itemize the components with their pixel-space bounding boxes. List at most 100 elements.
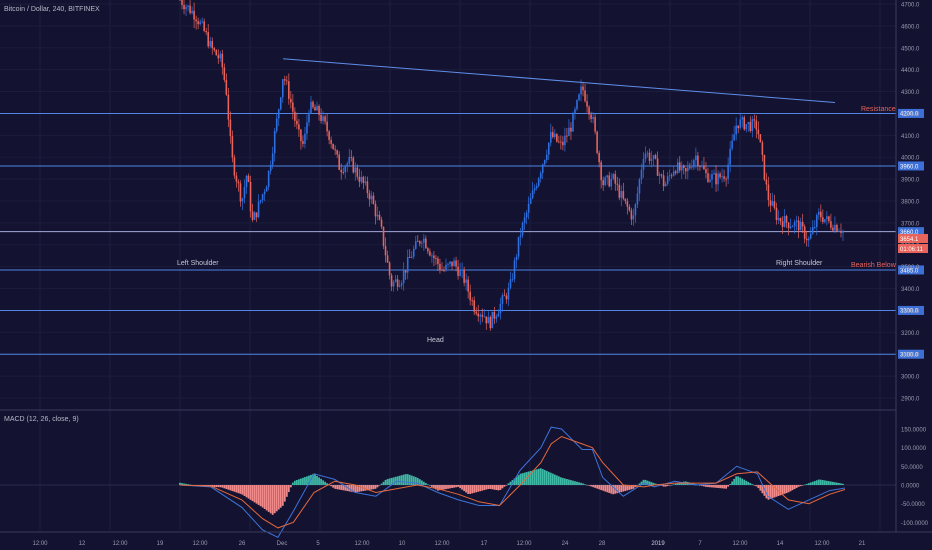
price-tick-label: 4300.0 [901,90,920,96]
macd-histogram-bar [356,485,359,493]
macd-histogram-bar [227,485,230,490]
candle-body [356,167,359,177]
macd-histogram-bar [306,476,308,485]
candle-body [747,122,750,125]
candle-body [725,178,727,180]
trendline-line[interactable] [283,58,836,103]
candle-body [247,175,250,182]
candle-body [682,165,685,169]
time-axis[interactable]: 12:00 12 12:00 19 12:00 26 Dec 5 12:00 10 12:00 17 1… [32,541,866,547]
price-tick-label: 4600.0 [901,24,920,30]
macd-histogram-bar [666,485,669,487]
candle-body [253,212,256,220]
candle-body [701,165,703,167]
macd-histogram-bar [632,485,635,489]
macd-histogram-bar [414,477,417,485]
candle-body [300,129,302,142]
macd-histogram-bar [765,485,768,499]
macd-histogram-bar [795,485,798,488]
macd-histogram-bar [729,484,732,485]
candle-body [396,279,399,287]
candle-body [330,139,332,144]
macd-histogram-bar [295,480,298,485]
macd-histogram-bar [699,485,701,486]
candle-body [602,180,604,186]
macd-histogram-bar [422,481,425,485]
candle-body [511,279,514,280]
candle-body [326,121,328,132]
candle-body [318,106,320,115]
candle-body [687,167,689,172]
candle-body [761,142,764,155]
macd-histogram-bar [709,485,711,488]
price-level-tag [898,161,924,171]
candle-body [656,158,659,176]
macd-histogram-bar [563,478,566,485]
candle-body [582,86,584,91]
candle-body [352,157,355,173]
candle-body [539,172,542,179]
candle-body [604,177,606,186]
price-tick-label: 3800.0 [901,200,920,206]
candle-body [640,169,643,180]
macd-histogram-bar [455,485,457,488]
time-tick-label: 24 [562,541,569,547]
candle-body [205,30,207,33]
candle-body [334,149,336,151]
candle-body [566,135,568,137]
price-tick-label: 3500.0 [901,265,920,271]
macd-histogram-bar [701,485,703,486]
macd-histogram-bar [241,485,244,495]
macd-histogram-bar [805,483,808,485]
candle-body [370,195,373,200]
time-tick-label: 21 [859,541,866,547]
candle-body [807,238,810,241]
macd-histogram-bar [751,484,754,485]
candle-body [235,175,238,182]
candle-body [183,4,185,10]
macd-histogram-bar [620,485,623,493]
candle-body [485,316,488,324]
macd-histogram-bar [600,485,603,491]
candle-body [815,214,818,228]
macd-histogram-bar [439,485,441,491]
candle-body [660,174,663,176]
candle-body [493,311,496,319]
macd-histogram-bar [515,476,518,485]
candle-body [834,224,836,231]
candle-body [809,233,812,239]
candle-body [626,201,629,207]
candle-body [545,154,548,161]
candle-body [646,152,649,154]
candle-body [201,21,203,23]
macd-histogram-bar [537,468,540,485]
candle-body [590,114,592,119]
candle-body [281,79,284,98]
candle-body [824,219,826,223]
macd-histogram-bar [360,485,363,492]
macd-histogram-bar [574,481,576,485]
candle-body [286,80,288,82]
candle-body [419,241,421,244]
horizontal-levels[interactable]: 4200.0 3960.0 3660.0 3485.0 3300.0 3100.0 [0,108,924,359]
candle-body [231,136,234,158]
candle-body [346,163,349,167]
macd-histogram-bar [566,479,568,485]
candle-body [596,131,598,153]
candle-body [475,311,478,314]
candle-body [425,238,427,249]
macd-histogram-bar [499,485,502,490]
candle-body [283,79,286,81]
macd-histogram-bar [445,485,447,490]
macd-histogram-bar [416,477,419,485]
macd-histogram-bar [676,483,679,485]
macd-histogram-bar [249,485,252,500]
macd-histogram-bar [225,485,228,489]
macd-histogram-bar [229,485,232,491]
candle-body [364,181,367,184]
macd-histogram-bar [723,485,725,489]
trendline[interactable] [283,58,836,103]
macd-histogram-bar [713,485,715,488]
candle-body [693,160,695,168]
